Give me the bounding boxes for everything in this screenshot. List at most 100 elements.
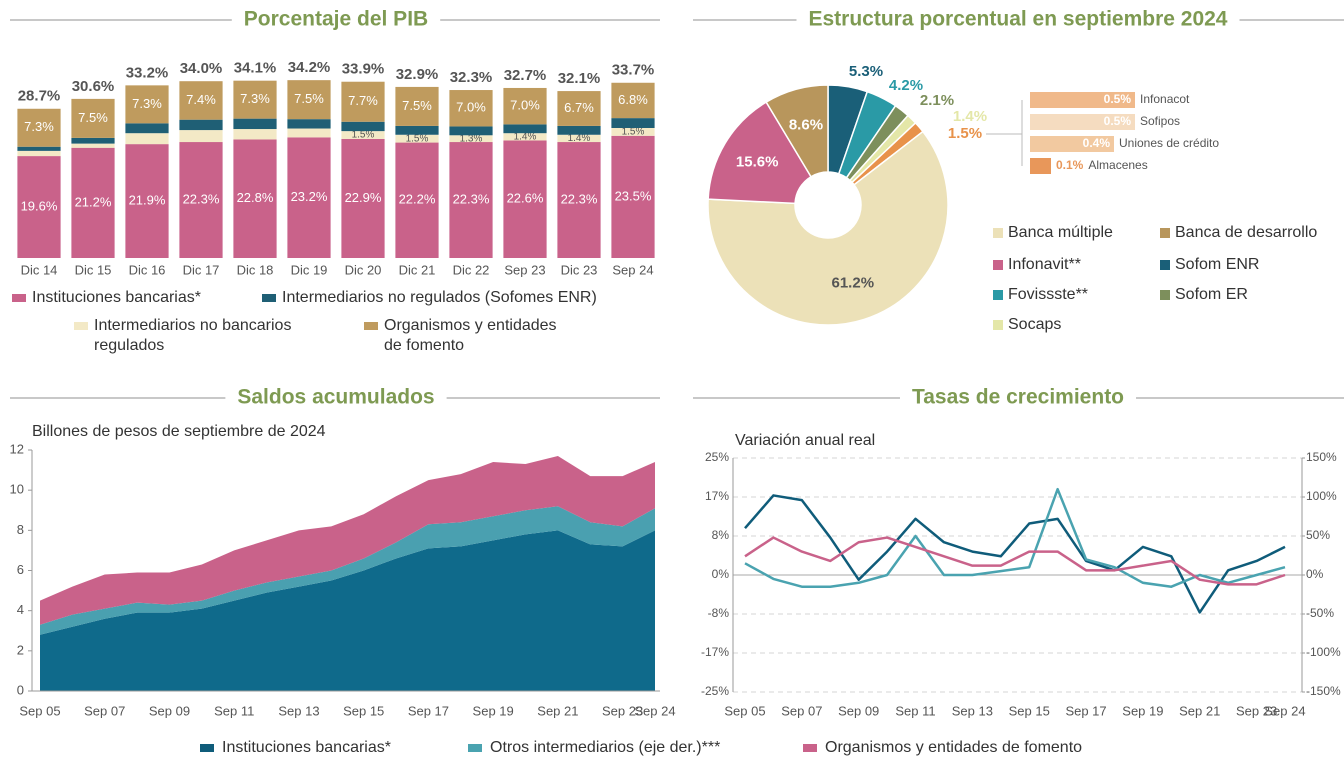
x-tick-label: Sep 15: [1009, 703, 1050, 718]
y-tick-label: 8: [17, 522, 24, 537]
category-label: Uniones de crédito: [1119, 136, 1219, 150]
data-label: 7.5%: [402, 98, 432, 113]
data-label: 1.5%: [406, 133, 429, 144]
x-tick-label: Sep 23: [602, 703, 643, 718]
bar-segment: [17, 108, 61, 147]
bar-segment: [233, 139, 277, 258]
legend-swatch: [468, 744, 482, 752]
bar-segment: [503, 133, 547, 141]
x-tick-label: Sep 05: [724, 703, 765, 718]
legend-label: Sofom ENR: [1175, 256, 1259, 273]
bar-segment: [611, 82, 655, 119]
total-label: 34.2%: [288, 59, 331, 76]
y-tick-label: 25%: [705, 450, 729, 464]
section-title: Estructura porcentual en septiembre 2024: [809, 8, 1228, 31]
bar-segment: [17, 146, 61, 151]
category-label: Almacenes: [1088, 158, 1147, 172]
bar-segment: [395, 134, 439, 143]
y-tick-label: 6: [17, 562, 24, 577]
bar-segment: [503, 140, 547, 258]
section-title: Porcentaje del PIB: [244, 8, 428, 31]
x-tick-label: Sep 05: [19, 703, 60, 718]
legend-item: Organismos y entidades de fomento: [364, 316, 564, 356]
x-tick-label: Sep 17: [1065, 703, 1106, 718]
bar-segment: [611, 118, 655, 128]
bar-segment: [395, 142, 439, 258]
legend-label: Intermediarios no bancarios regulados: [94, 317, 292, 354]
x-tick-label: Sep 24: [634, 703, 675, 718]
pie-slice: [707, 130, 949, 326]
bar-segment: [179, 119, 223, 131]
y2-tick-label: 150%: [1306, 450, 1337, 464]
legend-item: Intermediarios no regulados (Sofomes ENR…: [262, 288, 662, 308]
data-label: 5.3%: [849, 63, 883, 80]
bar-segment: [179, 81, 223, 120]
pie-slice: [765, 84, 829, 178]
total-label: 33.2%: [126, 64, 169, 81]
legend-label: Banca múltiple: [1008, 224, 1113, 241]
bar-segment: [449, 126, 493, 136]
bar-segment: [233, 129, 277, 140]
data-label: 7.3%: [240, 91, 270, 106]
bar-segment: [125, 144, 169, 258]
x-tick-label: Sep 19: [473, 703, 514, 718]
y-tick-label: 10: [10, 482, 24, 497]
x-tick-label: Dic 16: [129, 262, 166, 277]
y-tick-label: 17%: [705, 489, 729, 503]
data-label: 23.5%: [615, 188, 652, 203]
legend-swatch: [993, 260, 1003, 270]
y-tick-label: -17%: [701, 645, 729, 659]
area: [40, 456, 655, 625]
x-tick-label: Dic 22: [453, 262, 490, 277]
bar-segment: [125, 85, 169, 124]
subtitle: Variación anual real: [735, 432, 875, 449]
data-label: 61.2%: [832, 275, 875, 292]
legend-label: Banca de desarrollo: [1175, 224, 1317, 241]
data-label: 2.1%: [920, 92, 954, 109]
legend-label: Instituciones bancarias*: [222, 739, 391, 756]
y-tick-label: 8%: [712, 528, 730, 542]
x-tick-label: Sep 23: [504, 262, 545, 277]
area: [40, 530, 655, 691]
x-tick-label: Sep 07: [781, 703, 822, 718]
x-tick-label: Sep 11: [895, 703, 935, 718]
data-label: 1.5%: [352, 130, 375, 141]
data-label: 22.3%: [453, 191, 490, 206]
bar-segment: [611, 135, 655, 258]
data-label: 19.6%: [21, 198, 58, 213]
data-label: 1.5%: [948, 125, 982, 142]
data-label: 1.3%: [460, 133, 483, 144]
x-tick-label: Sep 13: [278, 703, 319, 718]
bar: [1030, 158, 1051, 174]
data-label: 4.2%: [889, 77, 923, 94]
data-label: 22.9%: [345, 190, 382, 205]
section-title: Tasas de crecimiento: [912, 386, 1124, 409]
bar-segment: [179, 142, 223, 258]
x-tick-label: Dic 15: [75, 262, 112, 277]
x-tick-label: Sep 11: [214, 703, 254, 718]
total-label: 32.1%: [558, 70, 601, 87]
data-label: 0.5%: [1104, 114, 1132, 128]
total-label: 32.3%: [450, 69, 493, 86]
legend-swatch: [74, 322, 88, 330]
legend-label: Otros intermediarios (eje der.)***: [490, 739, 720, 756]
section-title: Saldos acumulados: [237, 386, 434, 409]
bar-segment: [17, 150, 61, 157]
data-label: 7.0%: [456, 100, 486, 115]
x-tick-label: Sep 09: [838, 703, 879, 718]
bar-segment: [71, 137, 115, 144]
data-label: 6.8%: [618, 92, 648, 107]
x-tick-label: Sep 15: [343, 703, 384, 718]
legend-label: Organismos y entidades de fomento: [384, 317, 557, 354]
total-label: 34.1%: [234, 60, 277, 77]
data-label: 15.6%: [736, 154, 779, 171]
data-label: 22.3%: [561, 191, 598, 206]
data-label: 7.3%: [24, 119, 54, 134]
data-label: 7.5%: [78, 110, 108, 125]
bar-segment: [557, 91, 601, 126]
total-label: 33.9%: [342, 61, 385, 78]
bar-segment: [557, 134, 601, 143]
legend-swatch: [993, 290, 1003, 300]
y2-tick-label: -150%: [1306, 684, 1341, 698]
